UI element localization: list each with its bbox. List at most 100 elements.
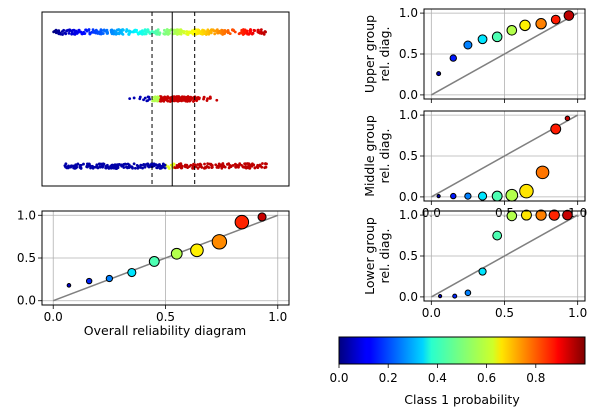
reliability-point (234, 214, 250, 230)
strip-point (259, 28, 263, 32)
colorbar-label: Class 1 probability (404, 392, 520, 407)
strip-point (261, 162, 264, 165)
upper-diagonal (430, 12, 579, 96)
strip-point (126, 162, 130, 166)
strip-point (132, 96, 136, 100)
strip-point (172, 95, 176, 99)
strip-point (88, 164, 92, 168)
middle-ylabel-line1: Middle group (362, 115, 377, 197)
strip-point (256, 28, 260, 32)
strip-point (253, 166, 257, 170)
reliability-point (463, 40, 473, 50)
y-tick-label: 0.5 (399, 249, 418, 263)
strip-point (264, 162, 267, 165)
strip-point (151, 99, 154, 103)
strip-point (235, 163, 239, 167)
y-tick-label: 0.0 (399, 88, 418, 102)
strip-point (177, 162, 181, 166)
strip-point (102, 162, 106, 166)
strip-point (141, 166, 144, 170)
strip-point (132, 162, 136, 166)
strip-point (154, 163, 158, 167)
colorbar-gradient (338, 336, 586, 365)
strip-point (74, 164, 78, 168)
strip-point (76, 162, 80, 166)
strip-point (84, 28, 87, 32)
reliability-point (211, 234, 228, 250)
strip-point (202, 95, 206, 99)
strip-point (122, 166, 126, 169)
reliability-point (190, 243, 204, 258)
strip-point (163, 166, 167, 170)
strip-point (165, 99, 169, 103)
strip-point (192, 29, 196, 33)
strip-point (64, 162, 68, 166)
strip-point (166, 30, 170, 34)
strip-point (240, 163, 243, 167)
upper-points (436, 10, 575, 77)
reliability-point (478, 267, 487, 276)
x-tick-label: 0.5 (156, 310, 175, 324)
strip-point (110, 32, 114, 36)
strip-point (209, 162, 213, 166)
strip-point (161, 99, 165, 103)
strip-point (194, 165, 198, 168)
strip-point (188, 95, 192, 99)
strip-point (142, 98, 145, 102)
strip-point (87, 28, 91, 32)
strip-point (258, 163, 262, 167)
strip-point (163, 163, 167, 167)
strip-point (248, 29, 252, 33)
reliability-point (452, 293, 458, 299)
strip-point (80, 31, 84, 35)
middle-ylabel-line2: rel. diag. (377, 129, 392, 184)
strip-point (79, 166, 83, 170)
y-tick-label: 1.0 (399, 208, 418, 222)
strip-point (215, 98, 219, 102)
strip-point (240, 28, 244, 32)
strip-point (221, 30, 225, 33)
strip-point (141, 32, 144, 36)
colorbar-ticks: 0.0 0.2 0.4 0.6 0.8 (329, 364, 545, 385)
colorbar-tick-label: 0.6 (477, 371, 496, 385)
strip-point (176, 31, 180, 35)
strip-point (113, 163, 117, 167)
strip-point (88, 31, 92, 35)
strip-point (96, 30, 100, 34)
strip-point (72, 165, 76, 169)
upper-ticks: 0.0 0.5 1.0 (399, 6, 579, 103)
strip-point (198, 165, 202, 168)
strip-points (52, 28, 268, 170)
strip-point (122, 28, 125, 32)
strip-point (214, 29, 218, 33)
strip-point (245, 29, 249, 33)
strip-point (197, 97, 201, 101)
strip-point (156, 95, 160, 99)
strip-point (143, 96, 147, 100)
strip-point (147, 95, 151, 99)
strip-point (261, 31, 264, 35)
strip-point (218, 29, 222, 33)
strip-point (183, 164, 187, 168)
strip-point (136, 164, 140, 168)
strip-point (156, 28, 160, 32)
strip-point (202, 29, 206, 33)
strip-point (130, 30, 134, 34)
strip-point (176, 98, 180, 102)
reliability-point (464, 289, 472, 297)
strip-point (153, 99, 157, 103)
strip-point (175, 95, 179, 99)
strip-point (124, 30, 128, 33)
overall-xlabel: Overall reliability diagram (84, 323, 246, 338)
strip-point (252, 163, 256, 167)
reliability-point (148, 255, 160, 267)
strip-point (158, 166, 162, 170)
x-tick-label: 1.0 (268, 310, 287, 324)
strip-point (185, 30, 189, 33)
lower-panel: 0.0 0.0 0.5 0.5 1.0 1.0 Lower group rel. diag… (362, 208, 587, 320)
strip-point (213, 32, 217, 36)
strip-point (156, 165, 160, 168)
middle-panel: 0.00.00.50.51.01.0 Middle group rel. dia… (362, 108, 587, 220)
strip-point (77, 28, 81, 32)
strip-point (115, 28, 119, 32)
